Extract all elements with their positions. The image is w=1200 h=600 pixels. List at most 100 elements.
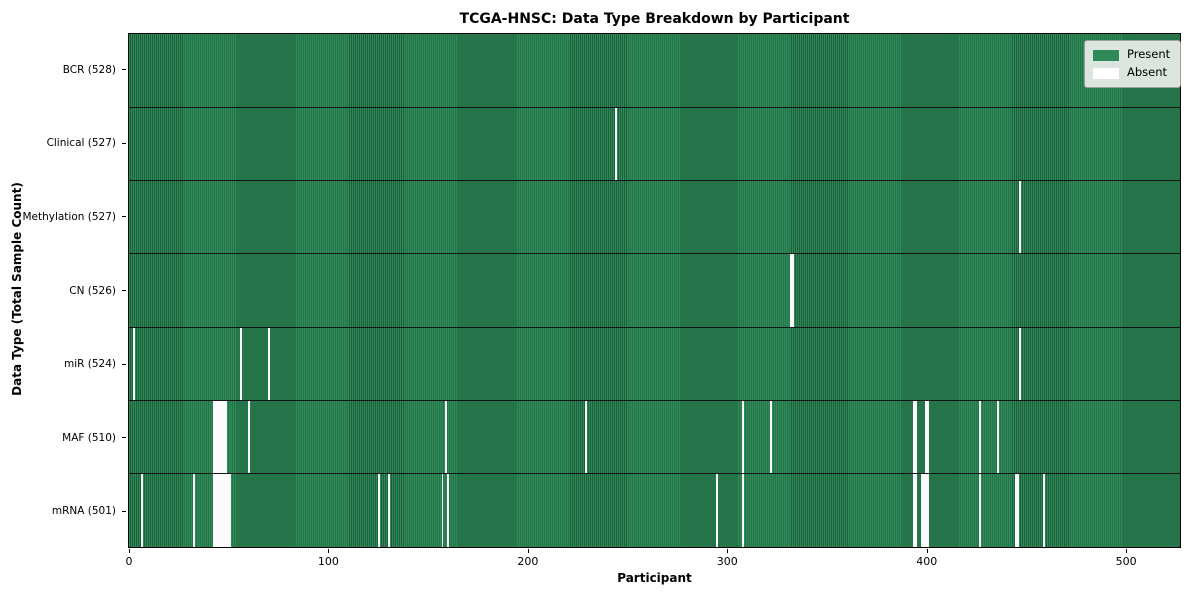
absent-bar xyxy=(1014,473,1017,547)
ytick-mark xyxy=(122,216,126,218)
ytick-mark xyxy=(122,437,126,439)
absent-bar xyxy=(220,473,223,547)
xtick-label-500: 500 xyxy=(1115,555,1137,568)
absent-bar xyxy=(913,400,916,474)
xtick-mark xyxy=(527,549,529,553)
absent-bar xyxy=(1018,180,1021,254)
ytick-mark xyxy=(122,363,126,365)
absent-bar xyxy=(742,473,745,547)
heatmap-row-maf xyxy=(129,400,1180,474)
absent-bar xyxy=(268,327,271,401)
absent-bar xyxy=(716,473,719,547)
xtick-label-400: 400 xyxy=(916,555,938,568)
absent-bar xyxy=(769,400,772,474)
absent-bar xyxy=(978,400,981,474)
absent-bar xyxy=(222,473,225,547)
row-divider xyxy=(129,180,1180,182)
row-divider xyxy=(129,253,1180,255)
absent-bar xyxy=(222,400,225,474)
absent-bar xyxy=(212,473,215,547)
ytick-label-methylation: Methylation (527) xyxy=(22,210,116,223)
legend-item-absent: Absent xyxy=(1093,64,1170,82)
absent-bar xyxy=(925,400,928,474)
xtick-mark xyxy=(926,549,928,553)
absent-bar xyxy=(925,473,928,547)
ytick-mark xyxy=(122,290,126,291)
ytick-label-mrna: mRNA (501) xyxy=(51,505,116,518)
absent-bar xyxy=(1016,473,1019,547)
xtick-label-300: 300 xyxy=(716,555,738,568)
absent-bar xyxy=(216,473,219,547)
absent-bar xyxy=(447,473,450,547)
legend-swatch-absent xyxy=(1093,67,1119,79)
xtick-mark xyxy=(128,549,130,553)
ytick-mark xyxy=(122,69,126,71)
legend-item-present: Present xyxy=(1093,46,1170,64)
y-axis: BCR (528) Clinical (527) Methylation (527)… xyxy=(0,33,127,548)
absent-bar xyxy=(248,400,251,474)
absent-bar xyxy=(228,473,231,547)
absent-bar xyxy=(441,473,444,547)
heatmap-row-cn xyxy=(129,253,1180,328)
absent-bar xyxy=(214,400,217,474)
row-divider xyxy=(129,106,1180,108)
row-divider xyxy=(129,326,1180,328)
ytick-label-cn: CN (526) xyxy=(69,284,116,297)
ytick-mark xyxy=(122,142,126,144)
absent-bar xyxy=(915,400,918,474)
ytick-label-clinical: Clinical (527) xyxy=(46,137,116,150)
absent-bar xyxy=(791,253,794,328)
ytick-label-bcr: BCR (528) xyxy=(62,63,116,76)
absent-bar xyxy=(220,400,223,474)
absent-bar xyxy=(584,400,587,474)
x-axis-label: Participant xyxy=(617,571,692,585)
absent-bar xyxy=(377,473,380,547)
heatmap-row-mrna xyxy=(129,473,1180,547)
absent-bar xyxy=(913,473,916,547)
row-divider xyxy=(129,399,1180,401)
absent-bar xyxy=(927,473,930,547)
absent-bar xyxy=(927,400,930,474)
absent-bar xyxy=(1042,473,1045,547)
legend-label: Present xyxy=(1127,47,1171,62)
absent-bar xyxy=(240,327,243,401)
absent-bar xyxy=(614,107,617,181)
absent-bar xyxy=(216,400,219,474)
absent-bar xyxy=(212,400,215,474)
heatmap-row-bcr xyxy=(129,34,1180,107)
absent-bar xyxy=(192,473,195,547)
xtick-mark xyxy=(1126,549,1128,553)
xtick-label-0: 0 xyxy=(125,555,133,568)
absent-bar xyxy=(742,400,745,474)
heatmap-row-mir xyxy=(129,327,1180,401)
absent-bar xyxy=(218,473,221,547)
heatmap-row-clinical xyxy=(129,107,1180,181)
absent-bar xyxy=(224,400,227,474)
plot-area xyxy=(128,33,1181,548)
legend-swatch-present xyxy=(1093,49,1119,61)
absent-bar xyxy=(214,473,217,547)
absent-bar xyxy=(132,327,135,401)
chart-title: TCGA-HNSC: Data Type Breakdown by Partic… xyxy=(459,11,850,27)
xtick-label-200: 200 xyxy=(517,555,539,568)
ytick-label-mir: miR (524) xyxy=(63,358,116,371)
absent-bar xyxy=(218,400,221,474)
x-axis: 0 100 200 300 400 500 xyxy=(125,549,1181,571)
ytick-mark xyxy=(122,510,126,512)
absent-bar xyxy=(445,400,448,474)
absent-bar xyxy=(1018,327,1021,401)
absent-bar xyxy=(915,473,918,547)
absent-bar xyxy=(789,253,792,328)
absent-bar xyxy=(996,400,999,474)
absent-bar xyxy=(978,473,981,547)
absent-bar xyxy=(226,473,229,547)
absent-bar xyxy=(923,473,926,547)
heatmap-row-methylation xyxy=(129,180,1180,254)
xtick-mark xyxy=(727,549,729,553)
absent-bar xyxy=(387,473,390,547)
row-divider xyxy=(129,473,1180,475)
absent-bar xyxy=(224,473,227,547)
xtick-label-100: 100 xyxy=(317,555,339,568)
xtick-mark xyxy=(328,549,330,553)
